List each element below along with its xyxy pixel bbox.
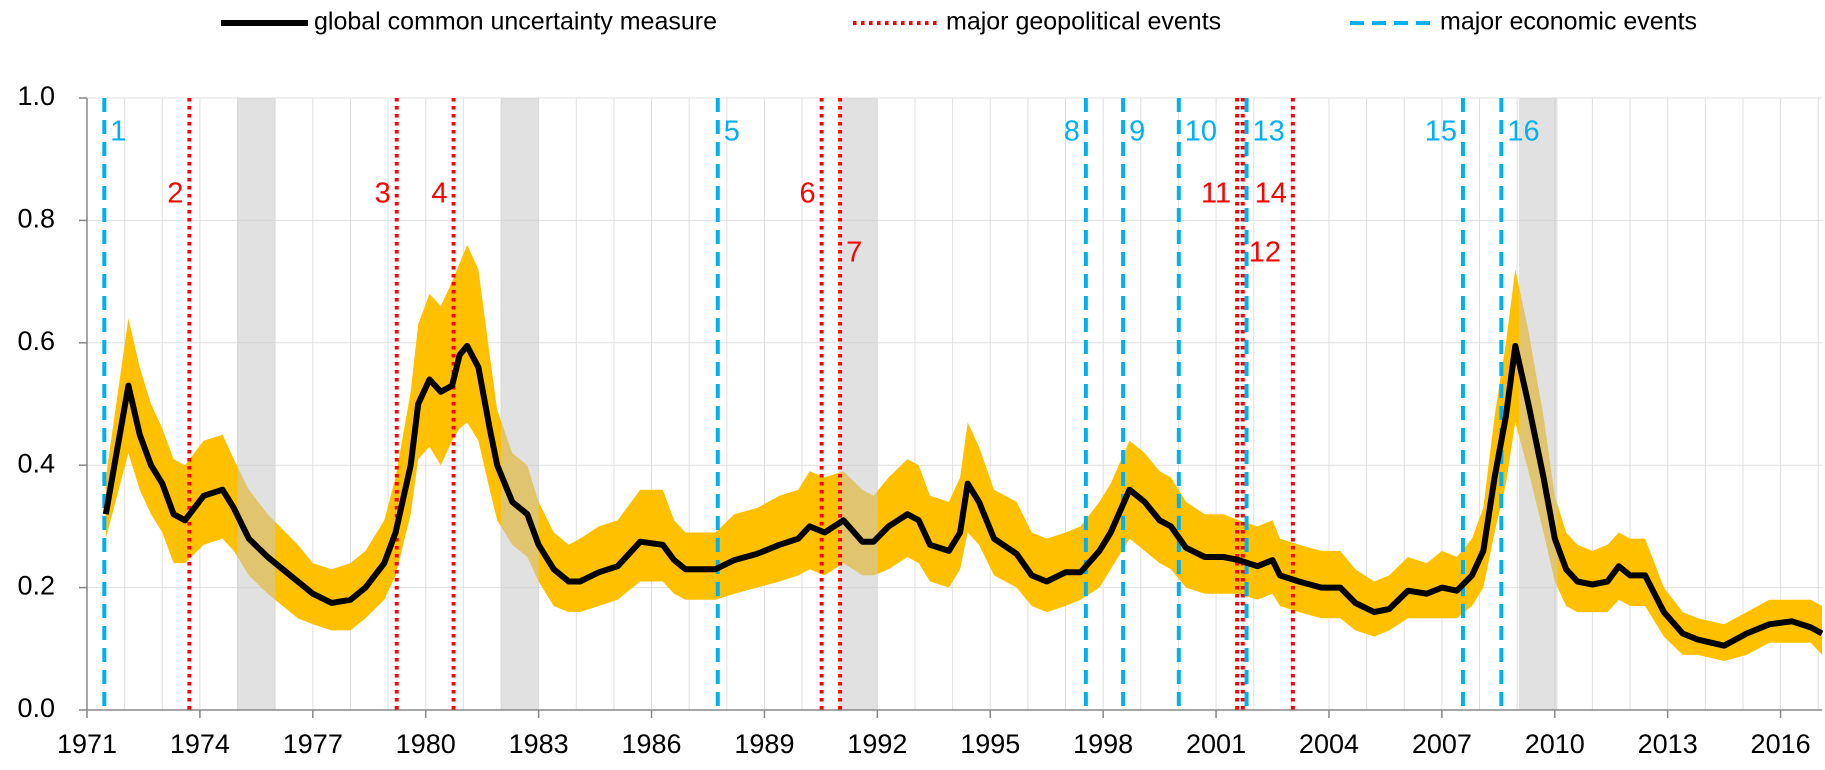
shaded-period xyxy=(500,98,539,710)
x-tick-label: 1971 xyxy=(57,729,117,759)
x-tick-label: 2007 xyxy=(1412,729,1472,759)
shaded-period xyxy=(237,98,276,710)
event-label: 16 xyxy=(1507,116,1539,148)
event-label: 1 xyxy=(110,116,126,148)
event-label: 5 xyxy=(724,116,740,148)
event-label: 11 xyxy=(1201,177,1231,209)
event-label: 8 xyxy=(1064,116,1080,148)
event-label: 2 xyxy=(167,177,183,209)
y-tick-label: 0.2 xyxy=(17,571,55,601)
legend-label: major geopolitical events xyxy=(946,8,1221,36)
event-label: 12 xyxy=(1249,237,1281,269)
event-label: 6 xyxy=(800,177,816,209)
event-label: 14 xyxy=(1255,177,1287,209)
event-label: 15 xyxy=(1425,116,1457,148)
x-tick-label: 2013 xyxy=(1638,729,1698,759)
x-tick-label: 1974 xyxy=(170,729,230,759)
y-tick-label: 0.6 xyxy=(17,326,55,356)
shaded-period xyxy=(1519,98,1558,710)
event-label: 9 xyxy=(1129,116,1145,148)
x-tick-label: 1989 xyxy=(734,729,794,759)
event-label: 13 xyxy=(1253,116,1285,148)
legend-label: major economic events xyxy=(1440,8,1697,36)
y-tick-label: 1.0 xyxy=(17,81,55,111)
x-tick-label: 1998 xyxy=(1073,729,1133,759)
x-tick-label: 2010 xyxy=(1525,729,1585,759)
x-tick-label: 1986 xyxy=(621,729,681,759)
event-label: 3 xyxy=(375,177,391,209)
x-tick-label: 2001 xyxy=(1186,729,1246,759)
x-tick-label: 1995 xyxy=(960,729,1020,759)
event-label: 4 xyxy=(431,177,447,209)
legend-label: global common uncertainty measure xyxy=(314,8,717,36)
y-tick-label: 0.0 xyxy=(17,693,55,723)
confidence-band xyxy=(105,244,1822,661)
x-tick-label: 2004 xyxy=(1299,729,1359,759)
y-tick-label: 0.8 xyxy=(17,204,55,234)
event-label: 10 xyxy=(1185,116,1217,148)
event-label: 7 xyxy=(846,237,862,269)
series-line xyxy=(102,342,1824,649)
x-tick-label: 1992 xyxy=(847,729,907,759)
shaded-period xyxy=(839,98,878,710)
x-tick-label: 1980 xyxy=(396,729,456,759)
x-tick-label: 2016 xyxy=(1751,729,1811,759)
y-tick-label: 0.4 xyxy=(17,448,55,478)
x-tick-label: 1983 xyxy=(509,729,569,759)
x-tick-label: 1977 xyxy=(283,729,343,759)
